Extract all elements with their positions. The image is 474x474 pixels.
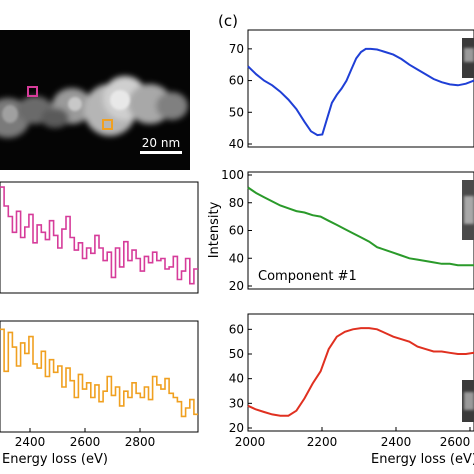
left-x-axis: 2400 2600 2800 — [15, 428, 156, 449]
right-x-axis: 2000 2200 2400 2600 — [235, 427, 471, 449]
red-spectrum-line — [247, 327, 474, 417]
y-tick-label: 50 — [229, 105, 244, 119]
y-axis-label: Intensity — [207, 201, 222, 258]
y-tick-label: 40 — [229, 137, 244, 151]
y-axis-ticks: 40 50 60 70 — [229, 42, 252, 151]
blue-spectrum-line — [247, 47, 474, 137]
right-bottom-spectrum-panel: 20 30 40 50 60 2000 2200 2400 2600 Energy lo… — [229, 313, 474, 467]
scale-bar-label: 20 nm — [142, 136, 180, 150]
x-tick-label: 2200 — [307, 435, 338, 449]
right-middle-spectrum-panel: 20 40 60 80 100 Component #1 — [221, 168, 474, 293]
x-tick-label: 2400 — [15, 435, 46, 449]
plot-frame — [0, 181, 199, 294]
x-tick-label: 2400 — [381, 435, 412, 449]
left-middle-spectrum-panel — [0, 181, 199, 294]
component-label: Component #1 — [258, 269, 357, 284]
pink-spectrum-line — [0, 186, 198, 285]
pink-marker — [27, 86, 38, 97]
y-axis-ticks: 20 40 60 80 100 — [221, 168, 252, 293]
left-bottom-spectrum-panel: 2400 2600 2800 Energy loss (eV) — [0, 320, 199, 467]
micrograph-panel: 20 nm — [0, 30, 190, 170]
inset-image-highlight — [464, 392, 474, 410]
x-tick-label: 2600 — [70, 435, 101, 449]
right-x-axis-label: Energy loss (eV) — [371, 452, 474, 467]
y-tick-label: 20 — [229, 421, 244, 435]
y-tick-label: 40 — [229, 251, 244, 265]
plot-frame — [0, 320, 199, 433]
y-tick-label: 40 — [229, 372, 244, 386]
inset-image-highlight — [464, 48, 474, 62]
y-axis-ticks: 20 30 40 50 60 — [229, 322, 252, 435]
plot-frame — [247, 29, 474, 148]
scale-bar — [140, 151, 182, 154]
x-tick-label: 2800 — [125, 435, 156, 449]
x-tick-label: 2600 — [440, 435, 471, 449]
green-spectrum-line — [247, 186, 474, 267]
y-tick-label: 60 — [229, 74, 244, 88]
right-top-spectrum-panel: 40 50 60 70 — [229, 29, 474, 151]
y-tick-label: 50 — [229, 347, 244, 361]
y-tick-label: 20 — [229, 279, 244, 293]
y-tick-label: 70 — [229, 42, 244, 56]
y-tick-label: 30 — [229, 396, 244, 410]
x-tick-label: 2000 — [235, 435, 266, 449]
inset-image-highlight — [464, 196, 474, 224]
orange-marker — [102, 119, 113, 130]
y-tick-label: 60 — [229, 322, 244, 336]
left-x-axis-label: Energy loss (eV) — [2, 452, 108, 467]
plot-frame — [247, 313, 474, 432]
panel-letter: (c) — [218, 12, 238, 30]
y-tick-label: 60 — [229, 224, 244, 238]
y-tick-label: 100 — [221, 168, 244, 182]
orange-spectrum-line — [0, 328, 198, 418]
y-tick-label: 80 — [229, 196, 244, 210]
